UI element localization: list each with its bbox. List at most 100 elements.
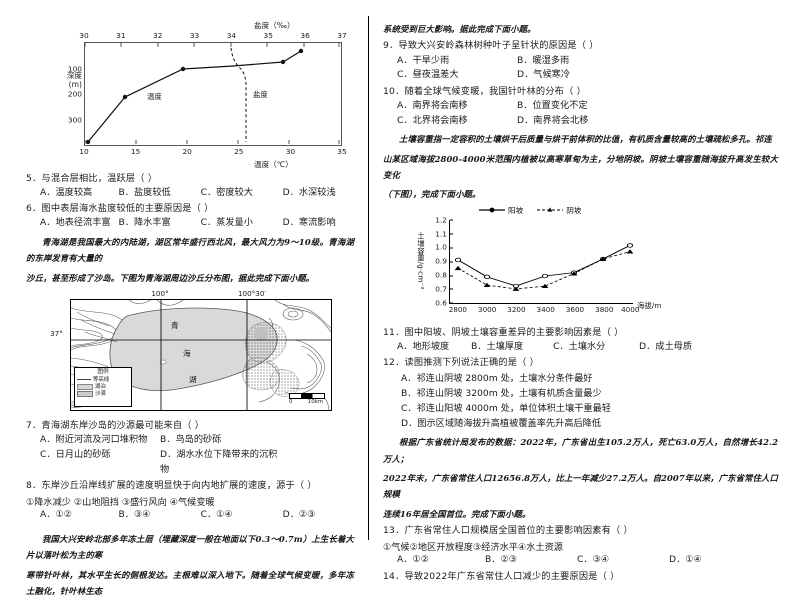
- chart2-xtick-3200: 3200: [507, 304, 526, 314]
- q10-option-d[interactable]: D．南界将会北移: [517, 114, 589, 126]
- q9-option-c[interactable]: C．昼夜温差大: [397, 69, 459, 81]
- chart1-series-label-temperature: 温度: [147, 92, 162, 101]
- passage-guangdong-population-line2: 2022年末，广东省常住人口12656.8万人，比上一年减少27.2万人。自20…: [383, 473, 778, 500]
- q13-option-d[interactable]: D．①④: [669, 554, 702, 566]
- q8-option-a[interactable]: A．①②: [40, 509, 72, 521]
- passage-qinghai-lake-line1: 青海湖是我国最大的内陆湖，湖区常年盛行西北风，最大风力为9～10级。青海湖的东岸…: [26, 236, 354, 264]
- chart2-xtick-3000: 3000: [477, 304, 497, 314]
- q5-option-a[interactable]: A．温度较高: [40, 186, 93, 198]
- q5-option-b[interactable]: B．盐度较低: [118, 186, 171, 198]
- q6-option-d[interactable]: D．寒流影响: [282, 217, 336, 229]
- map-longitude-right: 100°30′: [237, 289, 267, 299]
- solid-line-marker-icon: [479, 207, 505, 213]
- question-10-stem: 10．随着全球气候变暖，我国针叶林的分布（ ）: [383, 85, 586, 97]
- q11-option-a[interactable]: A．地形坡度: [397, 341, 450, 353]
- q7-option-d[interactable]: D．湖水水位下降带来的沉积物: [160, 449, 278, 475]
- chart-soil-bulk-density: 土壤容重/g·cm⁻³ 阳坡 阴坡: [415, 206, 680, 324]
- passage-soil-bulk-density-line2: 山某区域海拔2800-4000米范围内植被以高寒草甸为主，分地阴坡。阴坡土壤容重…: [383, 153, 778, 181]
- q8-option-b[interactable]: B．③④: [118, 509, 151, 521]
- q10-option-b[interactable]: B．位置变化不定: [517, 99, 588, 111]
- chart2-y-axis-label: 土壤容重/g·cm⁻³: [416, 232, 426, 290]
- question-11-options: A．地形坡度 B．土壤厚度 C．土壤水分 D．成土母质: [383, 340, 778, 355]
- question-12-stem: 12．读图推测下列说法正确的是（ ）: [383, 357, 540, 369]
- q9-option-a[interactable]: A．干旱少雨: [397, 54, 450, 66]
- q9-option-b[interactable]: B．暖湿多雨: [517, 54, 570, 66]
- q11-option-c[interactable]: C．土壤水分: [553, 341, 606, 353]
- question-8-choices: ①降水减少 ②山地阻挡 ③盛行风向 ④气候变暖: [26, 497, 215, 509]
- chart2-ytick-1.0: 1.0: [435, 243, 453, 252]
- chart2-xtick-3800: 3800: [595, 304, 614, 314]
- chart2-ytick-1.2: 1.2: [435, 215, 453, 224]
- chart1-bottom-ticks: 10 15 20 25 30 35: [79, 147, 347, 156]
- chart1-svg: [85, 43, 340, 144]
- q7-option-c[interactable]: C．日月山的砂砾: [40, 449, 111, 461]
- q6-option-a[interactable]: A．地表径流丰富: [40, 217, 111, 229]
- chart1-bottom-axis-label: 温度（℃）: [254, 160, 293, 169]
- map-label-qing: 青: [171, 321, 179, 331]
- q13-option-c[interactable]: C．③④: [577, 554, 610, 566]
- chart2-legend-sunny-slope: 阳坡: [479, 205, 523, 216]
- passage-permafrost-continuation: 系统受到巨大影响。据此完成下面小题。: [383, 24, 536, 34]
- legend-title: 图例: [97, 369, 109, 376]
- chart2-ytick-1.1: 1.1: [435, 229, 453, 238]
- map-label-hai: 海: [183, 349, 191, 359]
- scale-max: 10km: [307, 399, 323, 406]
- question-9-options-row2: C．昼夜温差大 D．气候寒冷: [383, 68, 778, 83]
- q11-option-b[interactable]: B．土壤厚度: [471, 341, 524, 353]
- q8-option-c[interactable]: C．①④: [200, 509, 233, 521]
- exam-page: 盐度（‰） 30 31 32 33 34 35 36 37 深度 (m) 100 200 30…: [0, 0, 778, 596]
- chart1-ytick-100: 100: [67, 64, 82, 73]
- lake-swatch-icon: [77, 384, 93, 391]
- scale-bar-graphic: [289, 393, 325, 400]
- question-13-choices: ①气候②地区开放程度③经济水平④水土资源: [383, 542, 563, 554]
- q8-option-d[interactable]: D．②③: [282, 509, 316, 521]
- q10-option-c[interactable]: C．北界将会南移: [397, 114, 468, 126]
- q12-option-b[interactable]: B．祁连山阴坡 3200m 处，土壤有机质含量最少: [401, 387, 602, 399]
- q12-option-d[interactable]: D．图示区域随海拔升高植被覆盖率先升高后降低: [401, 418, 602, 430]
- question-7-stem: 7．青海湖东岸沙岛的沙源最可能来自（ ）: [26, 420, 205, 432]
- passage-guangdong-population-line1: 根据广东省统计局发布的数据：2022年，广东省出生105.2万人，死亡63.0万…: [383, 437, 778, 464]
- chart2-ytick-0.8: 0.8: [435, 271, 453, 280]
- q5-option-c[interactable]: C．密度较大: [200, 186, 253, 198]
- question-13-options: A．①② B．②③ C．③④ D．①④: [383, 553, 778, 568]
- legend-item-sand: 沙漠: [77, 391, 129, 398]
- question-10-options-row2: C．北界将会南移 D．南界将会北移: [383, 114, 778, 129]
- passage-qinghai-lake-line2: 沙丘，甚至形成了沙岛。下图为青海湖周边沙丘分布图，据此完成下面小题。: [26, 272, 315, 283]
- q10-option-a[interactable]: A．南界将会南移: [397, 99, 468, 111]
- chart1-top-axis-label: 盐度（‰）: [254, 21, 295, 30]
- q11-option-d[interactable]: D．成土母质: [639, 341, 693, 353]
- question-8-options: A．①② B．③④ C．①④ D．②③: [26, 508, 354, 523]
- q6-option-b[interactable]: B．降水丰富: [118, 217, 171, 229]
- question-7-options-row2: C．日月山的砂砾 D．湖水水位下降带来的沉积物: [26, 448, 354, 477]
- chart2-x-axis-label: 海拔/m: [637, 300, 662, 310]
- q12-option-a[interactable]: A．祁连山阴坡 2800m 处，土壤水分条件最好: [401, 372, 593, 384]
- question-8-stem: 8．东岸沙丘沿岸线扩展的速度明显快于向内地扩展的速度，源于（ ）: [26, 480, 317, 492]
- map-qinghai-lake-dunes: 100° 100°30′ 37°: [50, 289, 346, 417]
- q6-option-c[interactable]: C．蒸发量小: [200, 217, 253, 229]
- scale-min: 0: [289, 399, 293, 406]
- q7-option-a[interactable]: A．附近河流及河口堆积物: [40, 434, 148, 446]
- chart1-y-axis-label: 深度 (m): [66, 71, 82, 89]
- q7-option-b[interactable]: B．鸟岛的砂砾: [160, 434, 222, 446]
- q9-option-d[interactable]: D．气候寒冷: [517, 69, 571, 81]
- legend-item-contour: 等高线: [77, 377, 129, 384]
- q12-option-c[interactable]: C．祁连山阳坡 4000m 处，单位体积土壤干重最轻: [401, 402, 611, 414]
- question-7-options-row1: A．附近河流及河口堆积物 B．鸟岛的砂砾: [26, 433, 354, 448]
- q13-option-b[interactable]: B．②③: [485, 554, 517, 566]
- chart-temperature-salinity-depth: 盐度（‰） 30 31 32 33 34 35 36 37 深度 (m) 100 200 30…: [58, 20, 358, 170]
- dashed-line-marker-icon: [537, 207, 564, 212]
- left-column: 盐度（‰） 30 31 32 33 34 35 36 37 深度 (m) 100 200 30…: [0, 0, 368, 596]
- question-6-options: A．地表径流丰富 B．降水丰富 C．蒸发量小 D．寒流影响: [26, 216, 354, 231]
- chart1-series-label-salinity: 盐度: [253, 90, 268, 99]
- q5-option-d[interactable]: D．水深较浅: [282, 186, 336, 198]
- q13-option-a[interactable]: A．①②: [397, 554, 429, 566]
- question-11-stem: 11．图中阳坡、阴坡土壤容重差异的主要影响因素是（ ）: [383, 326, 624, 338]
- question-9-options-row1: A．干旱少雨 B．暖湿多雨: [383, 54, 778, 69]
- chart2-ytick-0.7: 0.7: [435, 284, 453, 293]
- passage-guangdong-population-line3: 连续16年居全国首位。完成下面小题。: [383, 508, 531, 519]
- question-14-stem: 14．导致2022年广东省常住人口减少的主要原因是（ ）: [383, 570, 620, 582]
- map-canvas: 青 海 湖 图例 等高线 湖泊 沙漠: [70, 299, 332, 412]
- chart2-legend-shady-slope: 阴坡: [537, 205, 581, 216]
- chart1-ytick-200: 200: [67, 89, 82, 99]
- question-5-options: A．温度较高 B．盐度较低 C．密度较大 D．水深较浅: [26, 186, 354, 201]
